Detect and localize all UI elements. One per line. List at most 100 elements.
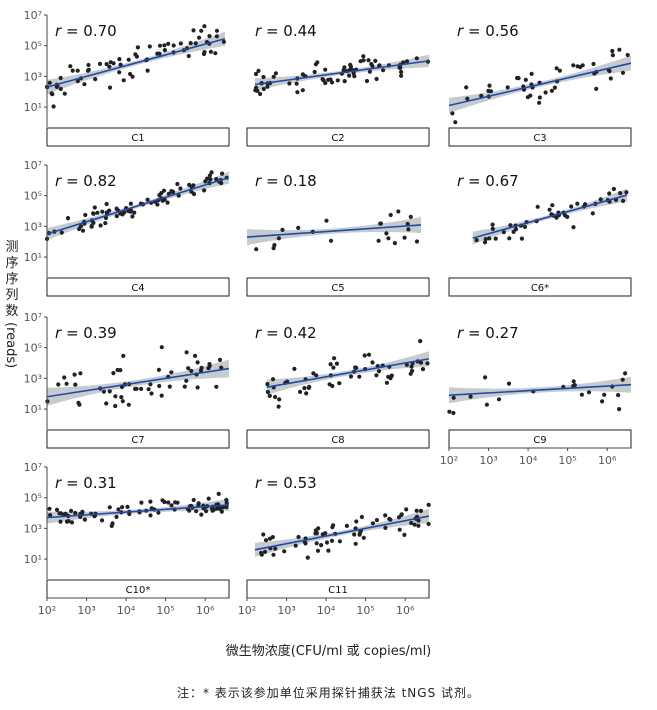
- data-point: [600, 399, 605, 404]
- data-point: [598, 197, 603, 202]
- facet-label: C4: [131, 283, 144, 294]
- data-point: [114, 206, 119, 211]
- y-axis-label-unit: (reads): [3, 322, 18, 369]
- facet-label: C6*: [531, 283, 549, 294]
- data-point: [89, 223, 94, 229]
- data-point: [396, 209, 401, 214]
- facet-strip: [46, 127, 230, 147]
- data-point: [616, 393, 621, 398]
- data-point: [590, 211, 595, 216]
- data-point: [100, 209, 105, 214]
- data-point: [314, 373, 319, 378]
- data-point: [224, 497, 229, 503]
- data-point: [166, 500, 171, 505]
- data-point: [199, 512, 204, 517]
- data-point: [117, 70, 122, 75]
- data-point: [496, 397, 502, 402]
- data-point: [145, 197, 150, 202]
- fit-line: [46, 367, 230, 398]
- data-point: [62, 512, 67, 517]
- data-point: [620, 377, 625, 382]
- facet-label: C11: [328, 585, 348, 596]
- data-point: [58, 519, 63, 524]
- data-point: [47, 506, 52, 511]
- data-point: [374, 373, 379, 378]
- data-point: [354, 519, 359, 524]
- data-point: [214, 384, 219, 389]
- facet-strip: [448, 277, 632, 297]
- data-point: [404, 507, 409, 512]
- data-point: [361, 58, 366, 63]
- data-point: [205, 176, 210, 181]
- data-point: [447, 409, 452, 414]
- data-point: [506, 381, 512, 386]
- data-point: [107, 64, 112, 69]
- data-point: [511, 229, 516, 234]
- data-point: [569, 204, 574, 209]
- x-tick-label: 10³: [277, 604, 295, 617]
- data-point: [305, 555, 310, 560]
- data-point: [175, 181, 180, 187]
- data-point: [186, 53, 191, 59]
- data-point: [191, 28, 196, 33]
- data-point: [535, 204, 540, 209]
- data-point: [277, 397, 282, 402]
- data-point: [62, 375, 67, 380]
- data-point: [607, 191, 612, 196]
- data-point: [157, 43, 163, 48]
- data-point: [323, 67, 328, 72]
- data-point: [507, 236, 512, 241]
- data-point: [261, 532, 266, 537]
- data-point: [204, 509, 209, 514]
- correlation-label: r = 0.42: [255, 324, 317, 342]
- data-point: [118, 62, 123, 67]
- data-point: [116, 507, 121, 512]
- x-tick-label: 10⁴: [117, 604, 136, 617]
- data-point: [608, 76, 613, 81]
- data-point: [135, 45, 140, 50]
- data-point: [314, 541, 319, 546]
- data-point: [270, 535, 275, 540]
- x-tick-label: 10³: [479, 454, 497, 467]
- data-point: [104, 210, 109, 215]
- data-point: [125, 504, 130, 509]
- facet-label: C2: [331, 133, 344, 144]
- panel-c6-star: r = 0.67 C6*: [448, 172, 632, 297]
- data-point: [208, 49, 213, 54]
- data-point: [108, 60, 113, 65]
- data-point: [98, 223, 103, 228]
- fit-line: [254, 515, 430, 551]
- data-point: [166, 191, 171, 196]
- data-point: [484, 402, 489, 407]
- data-point: [409, 520, 414, 526]
- data-point: [270, 377, 276, 382]
- data-point: [54, 507, 60, 512]
- data-point: [408, 214, 413, 219]
- data-point: [169, 503, 174, 508]
- data-point: [182, 384, 187, 389]
- data-point: [525, 95, 531, 100]
- data-point: [348, 62, 353, 67]
- data-point: [128, 71, 133, 77]
- y-axis-label: 测序序列数 (reads): [2, 240, 22, 368]
- x-tick-label: 10⁵: [558, 454, 576, 467]
- data-point: [107, 505, 112, 510]
- data-point: [51, 104, 56, 109]
- data-point: [155, 51, 160, 56]
- facet-strip: [46, 277, 230, 297]
- data-point: [479, 93, 484, 98]
- panel-c3: r = 0.56 C3: [448, 22, 632, 147]
- data-point: [86, 62, 91, 68]
- data-point: [580, 63, 585, 68]
- x-tick-label: 10²: [440, 454, 458, 467]
- fit-line: [448, 62, 632, 107]
- y-tick-label: 10³: [24, 522, 42, 535]
- data-point: [65, 216, 71, 221]
- data-point: [426, 521, 431, 527]
- data-point: [402, 235, 407, 240]
- data-point: [259, 550, 264, 556]
- data-point: [162, 43, 167, 48]
- data-point: [187, 508, 192, 513]
- data-point: [409, 364, 414, 369]
- data-point: [113, 403, 118, 409]
